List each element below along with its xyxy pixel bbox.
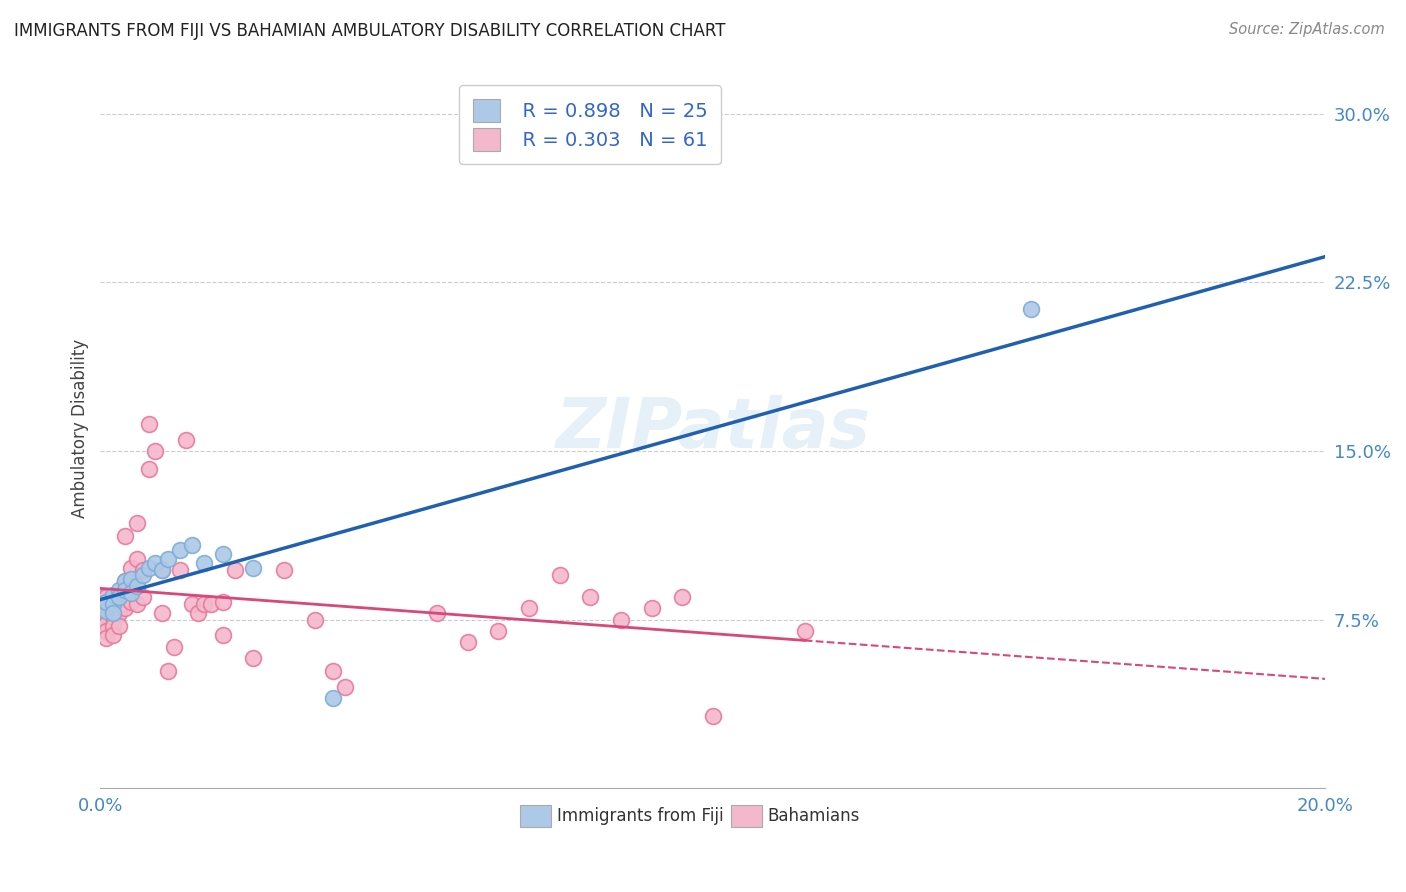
Point [579, 590, 602, 604]
Point [169, 542, 191, 557]
Point [127, 551, 149, 566]
Point [96, 631, 118, 645]
Point [242, 561, 264, 575]
Point [211, 628, 233, 642]
Point [96, 601, 118, 615]
Point [457, 635, 479, 649]
Point [101, 606, 124, 620]
Point [114, 583, 136, 598]
Text: Bahamians: Bahamians [768, 807, 860, 825]
Text: ZIPatlas: ZIPatlas [555, 395, 870, 462]
Point [211, 594, 233, 608]
Point [101, 619, 124, 633]
Point [107, 588, 129, 602]
Point [181, 597, 204, 611]
Point [640, 601, 662, 615]
Point [145, 557, 167, 571]
Point [101, 628, 124, 642]
Point [120, 561, 142, 575]
Point [156, 551, 179, 566]
Legend:   R = 0.898   N = 25,   R = 0.303   N = 61: R = 0.898 N = 25, R = 0.303 N = 61 [460, 86, 721, 164]
Point [187, 606, 209, 620]
Point [89, 590, 111, 604]
Point [193, 557, 215, 571]
Point [150, 563, 173, 577]
Point [96, 594, 118, 608]
Point [101, 588, 124, 602]
Point [101, 601, 124, 615]
Point [132, 590, 155, 604]
Point [96, 603, 118, 617]
Point [200, 597, 222, 611]
Point [132, 567, 155, 582]
Point [93, 597, 115, 611]
Point [150, 563, 173, 577]
Point [96, 617, 118, 632]
Point [150, 606, 173, 620]
Point [517, 601, 540, 615]
Point [101, 597, 124, 611]
Point [101, 610, 124, 624]
Point [488, 624, 510, 638]
Point [114, 574, 136, 589]
Point [138, 417, 160, 431]
Point [96, 590, 118, 604]
Point [138, 462, 160, 476]
Point [156, 665, 179, 679]
Text: Immigrants from Fiji: Immigrants from Fiji [557, 807, 724, 825]
Point [169, 563, 191, 577]
Point [793, 624, 815, 638]
Point [107, 590, 129, 604]
Point [193, 597, 215, 611]
Point [1021, 302, 1043, 317]
Point [107, 583, 129, 598]
Point [107, 619, 129, 633]
Point [322, 691, 344, 706]
Point [101, 592, 124, 607]
Point [335, 680, 357, 694]
Point [120, 585, 142, 599]
Point [671, 590, 693, 604]
Point [96, 624, 118, 638]
Point [114, 601, 136, 615]
Point [89, 603, 111, 617]
Point [132, 563, 155, 577]
Point [107, 606, 129, 620]
Point [304, 613, 326, 627]
Point [242, 650, 264, 665]
Point [702, 709, 724, 723]
Point [138, 561, 160, 575]
Point [120, 579, 142, 593]
Point [181, 538, 204, 552]
Point [174, 433, 197, 447]
Text: IMMIGRANTS FROM FIJI VS BAHAMIAN AMBULATORY DISABILITY CORRELATION CHART: IMMIGRANTS FROM FIJI VS BAHAMIAN AMBULAT… [14, 22, 725, 40]
Point [145, 443, 167, 458]
Point [127, 516, 149, 530]
Point [127, 597, 149, 611]
Point [426, 606, 449, 620]
Point [107, 597, 129, 611]
Point [114, 574, 136, 589]
Point [163, 640, 186, 654]
Y-axis label: Ambulatory Disability: Ambulatory Disability [72, 339, 89, 518]
Point [211, 547, 233, 561]
Point [120, 572, 142, 586]
Text: Source: ZipAtlas.com: Source: ZipAtlas.com [1229, 22, 1385, 37]
Point [273, 563, 295, 577]
Point [114, 529, 136, 543]
Point [89, 597, 111, 611]
Point [120, 594, 142, 608]
Point [548, 567, 571, 582]
Point [224, 563, 246, 577]
Point [96, 608, 118, 623]
Point [322, 665, 344, 679]
Point [127, 579, 149, 593]
Point [610, 613, 633, 627]
